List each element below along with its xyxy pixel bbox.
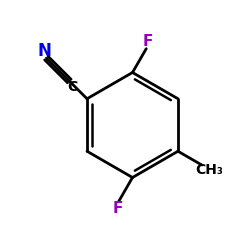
Text: CH₃: CH₃	[195, 164, 223, 177]
Text: N: N	[38, 42, 51, 60]
Text: F: F	[112, 201, 123, 216]
Text: F: F	[142, 34, 153, 49]
Text: C: C	[68, 80, 78, 94]
